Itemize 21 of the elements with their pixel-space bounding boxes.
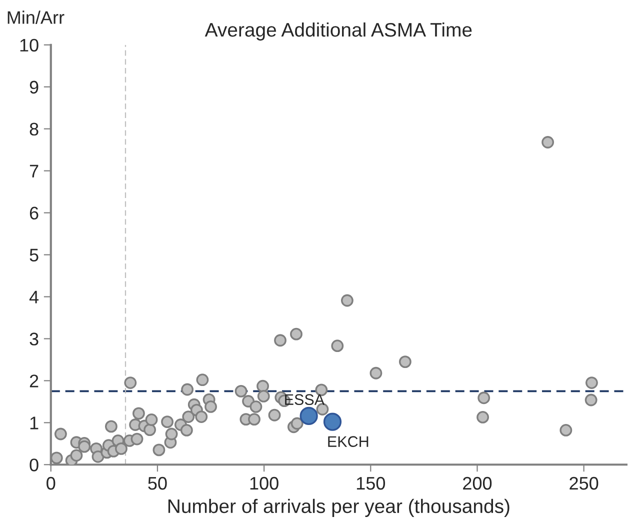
y-tick-label: 2 bbox=[30, 374, 38, 388]
x-tick-label: 100 bbox=[250, 476, 278, 490]
y-tick-label: 1 bbox=[30, 416, 38, 430]
y-tick-label: 4 bbox=[29, 290, 39, 304]
x-tick-label: 0 bbox=[46, 476, 56, 490]
y-tick-label: 6 bbox=[30, 206, 38, 220]
x-tick-label: 200 bbox=[463, 476, 492, 490]
y-tick-label: 8 bbox=[30, 122, 38, 136]
y-tick-label: 3 bbox=[30, 332, 38, 346]
y-tick-label: 7 bbox=[30, 164, 38, 178]
x-tick-label: 250 bbox=[570, 476, 598, 490]
chart-title: Average Additional ASMA Time bbox=[204, 22, 472, 41]
y-tick-label: 9 bbox=[30, 80, 38, 94]
y-axis-title: Min/Arr bbox=[8, 10, 64, 24]
x-tick-label: 50 bbox=[148, 476, 167, 490]
x-axis-title: Number of arrivals per year (thousands) bbox=[168, 498, 510, 517]
y-tick-label: 5 bbox=[30, 248, 38, 262]
annotation: EKCH bbox=[328, 436, 368, 447]
y-tick-label: 0 bbox=[30, 458, 38, 472]
x-tick-label: 150 bbox=[356, 476, 386, 490]
y-tick-label: 10 bbox=[20, 38, 38, 52]
